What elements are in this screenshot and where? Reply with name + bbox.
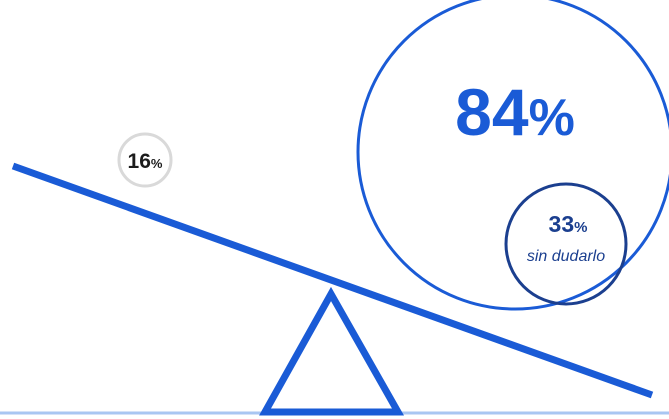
big-value-label: 84% — [455, 75, 575, 149]
small-value-label: 16% — [128, 150, 163, 173]
fulcrum-triangle — [259, 286, 405, 416]
sub-circle — [504, 182, 628, 306]
sub-value-label: 33% — [549, 211, 588, 237]
big-circle — [356, 0, 669, 311]
small-circle — [117, 132, 173, 188]
sub-caption-label: sin dudarlo — [527, 248, 605, 265]
seesaw-beam — [11, 162, 654, 399]
